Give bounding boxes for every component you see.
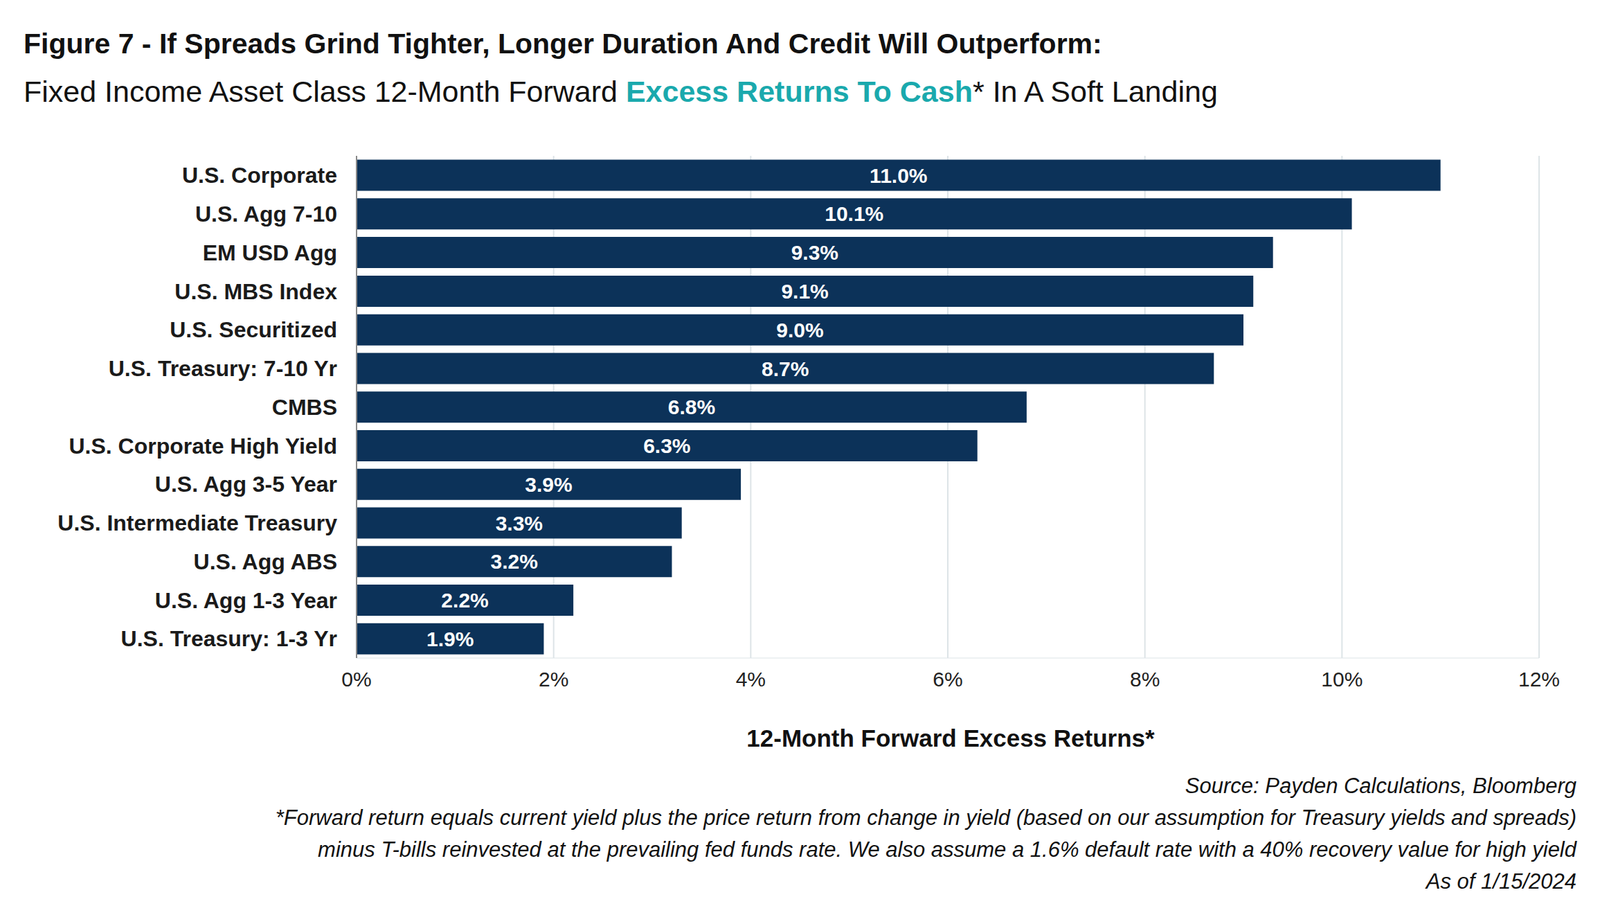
svg-text:U.S. Treasury: 1-3 Yr: U.S. Treasury: 1-3 Yr <box>121 625 338 651</box>
html-text:12-Month Forward Excess Return: 12-Month Forward Excess Returns* <box>746 724 1155 752</box>
svg-text:U.S. Securitized: U.S. Securitized <box>169 317 338 343</box>
svg-text:U.S. Agg 1-3 Year: U.S. Agg 1-3 Year <box>155 587 338 613</box>
svg-text:9.1%: 9.1% <box>780 279 829 303</box>
html-text:*Forward return equals current: *Forward return equals current yield plu… <box>275 805 1577 830</box>
svg-text:3.2%: 3.2% <box>490 549 538 573</box>
svg-text:3.9%: 3.9% <box>524 472 572 496</box>
svg-text:CMBS: CMBS <box>272 394 338 420</box>
svg-text:10%: 10% <box>1320 667 1363 691</box>
svg-text:U.S. Intermediate Treasury: U.S. Intermediate Treasury <box>57 510 338 536</box>
svg-text:1.9%: 1.9% <box>426 627 474 651</box>
svg-text:U.S. Agg 7-10: U.S. Agg 7-10 <box>195 201 338 227</box>
svg-text:6%: 6% <box>932 667 963 691</box>
svg-text:6.8%: 6.8% <box>668 395 716 419</box>
svg-text:U.S. Agg ABS: U.S. Agg ABS <box>193 549 338 574</box>
svg-text:0%: 0% <box>341 667 372 691</box>
svg-text:12%: 12% <box>1518 667 1560 691</box>
svg-text:8.7%: 8.7% <box>761 357 809 381</box>
svg-text:U.S. MBS Index: U.S. MBS Index <box>174 279 338 304</box>
html-text:Source: Payden Calculations, B: Source: Payden Calculations, Bloomberg <box>1185 773 1577 798</box>
svg-text:8%: 8% <box>1129 667 1160 691</box>
html-text:Fixed Income Asset Class 12-Mo: Fixed Income Asset Class 12-Month Forwar… <box>23 74 1218 109</box>
svg-text:9.3%: 9.3% <box>791 240 839 264</box>
svg-text:6.3%: 6.3% <box>643 434 691 457</box>
svg-text:9.0%: 9.0% <box>776 318 824 342</box>
svg-text:4%: 4% <box>735 667 766 691</box>
html-text:As of 1/15/2024: As of 1/15/2024 <box>1426 868 1577 894</box>
svg-text:U.S. Corporate High Yield: U.S. Corporate High Yield <box>68 433 338 459</box>
svg-text:U.S. Agg 3-5 Year: U.S. Agg 3-5 Year <box>155 471 338 497</box>
html-text:minus T-bills reinvested at th: minus T-bills reinvested at the prevaili… <box>317 837 1577 862</box>
svg-text:2%: 2% <box>538 667 569 691</box>
html-text:Figure 7 - If Spreads Grind Ti: Figure 7 - If Spreads Grind Tighter, Lon… <box>23 27 1102 60</box>
svg-text:U.S. Treasury: 7-10 Yr: U.S. Treasury: 7-10 Yr <box>108 355 338 381</box>
svg-text:EM USD Agg: EM USD Agg <box>202 240 338 266</box>
svg-text:10.1%: 10.1% <box>824 202 884 226</box>
svg-text:U.S. Corporate: U.S. Corporate <box>182 162 338 188</box>
svg-text:2.2%: 2.2% <box>441 588 489 612</box>
svg-text:11.0%: 11.0% <box>869 164 928 187</box>
svg-text:3.3%: 3.3% <box>495 511 543 535</box>
